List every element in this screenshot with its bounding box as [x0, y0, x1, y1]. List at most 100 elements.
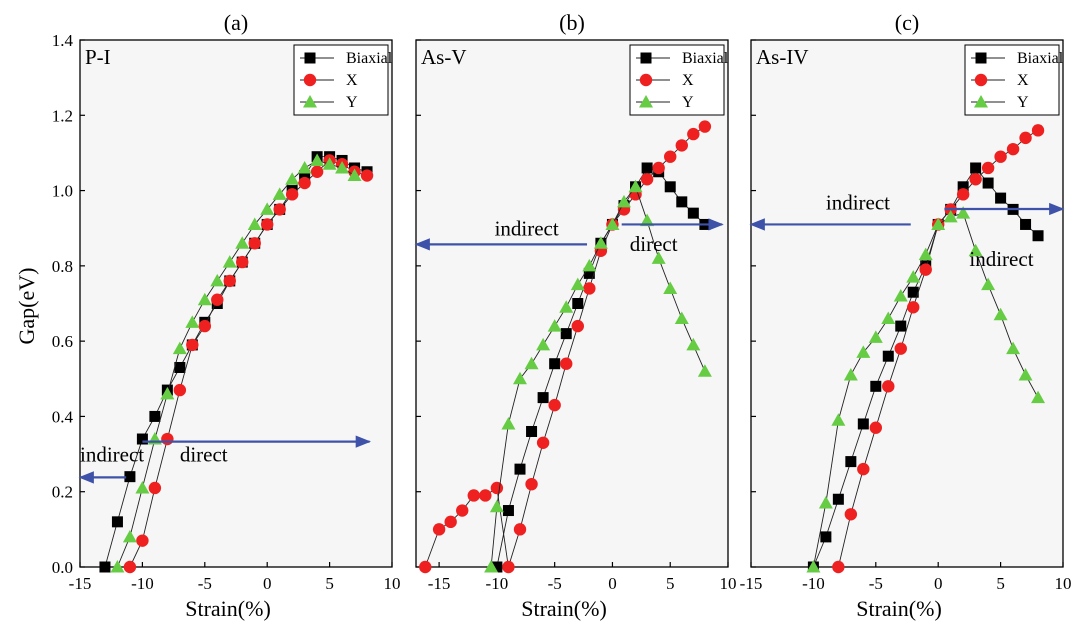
y-point [160, 386, 175, 400]
legend-marker [303, 73, 317, 87]
x-point [479, 489, 492, 502]
x-point [536, 436, 550, 449]
annotation-text: direct [630, 232, 678, 256]
biaxial-point [514, 463, 526, 475]
y-point [1006, 341, 1021, 355]
biaxial-point [572, 298, 584, 309]
biaxial-point [99, 561, 111, 573]
legend-label: Y [346, 94, 358, 111]
x-tick-label: 5 [666, 574, 675, 593]
y-point [818, 496, 833, 509]
annotation-text: direct [180, 443, 228, 467]
biaxial-point [995, 192, 1007, 204]
y-point [651, 251, 666, 264]
panel-c: (c) As-IV -15 -10 -5 0 5 10 Strain(%) indirect ind… [740, 10, 1072, 621]
biaxial-point [957, 181, 969, 193]
y-point [513, 371, 527, 385]
annotation-text: indirect [826, 190, 890, 214]
panel-a: (a) P-I -15 -10 -5 0 5 10 Strain(%) 0.0 0.2 0.4 0.6 0… [52, 10, 401, 621]
y-point [110, 560, 125, 573]
y-point [536, 337, 551, 351]
biaxial-point [687, 207, 699, 219]
legend-label: X [1017, 72, 1029, 89]
y-point [197, 292, 212, 306]
y-point [856, 345, 871, 358]
x-tick-label: 10 [384, 574, 401, 593]
y-point [335, 160, 350, 174]
biaxial-point [676, 196, 688, 208]
y-point [640, 213, 655, 227]
y-point [605, 217, 620, 230]
biaxial-point [882, 350, 894, 362]
material-label: As-V [421, 45, 467, 69]
y-point [663, 281, 678, 294]
y-point [968, 243, 983, 257]
x-point [444, 515, 457, 529]
legend-label: Biaxial [1017, 50, 1064, 67]
x-point [857, 462, 870, 476]
biaxial-point [583, 267, 595, 279]
y-point [617, 194, 631, 208]
x-point [261, 218, 274, 231]
biaxial-point [502, 505, 514, 517]
legend-marker [639, 95, 653, 108]
x-point [310, 165, 324, 178]
legend-marker [304, 52, 316, 64]
x-point [136, 534, 149, 547]
x-tick-label: -10 [131, 574, 154, 593]
y-point [956, 206, 971, 219]
x-point [211, 293, 224, 306]
x-axis-label: Strain(%) [521, 596, 607, 621]
x-point [894, 342, 907, 355]
material-label: P-I [85, 45, 111, 69]
x-point [675, 139, 688, 152]
y-point [310, 153, 325, 166]
x-point [248, 237, 261, 250]
biaxial-point [491, 561, 503, 573]
biaxial-point [820, 531, 832, 543]
y-point [697, 364, 712, 377]
y-point [993, 307, 1008, 321]
legend-marker [974, 95, 988, 108]
biaxial-point [870, 380, 882, 392]
x-tick-label: 0 [263, 574, 272, 593]
y-point [484, 560, 499, 573]
biaxial-point [664, 181, 676, 193]
x-point [832, 560, 845, 574]
panel-title: (c) [895, 10, 919, 35]
x-tick-label: -15 [428, 574, 451, 593]
biaxial-point [560, 328, 572, 340]
plot-area [415, 39, 729, 568]
x-point [969, 173, 982, 186]
x-point [236, 255, 249, 269]
biaxial-point [1020, 218, 1032, 230]
y-point [582, 258, 597, 272]
y-point [918, 247, 933, 261]
y-point [489, 499, 504, 513]
panel-b: (b) As-V -15 -10 -5 0 5 10 Strain(%) indirect dire… [414, 10, 737, 621]
x-point [273, 203, 286, 216]
y-tick-label: 0.2 [52, 483, 73, 502]
y-tick-label: 0.8 [52, 257, 73, 276]
panel-title: (a) [224, 10, 248, 35]
x-point [432, 523, 446, 536]
x-point [513, 523, 527, 536]
y-tick-label: 0.6 [52, 332, 73, 351]
x-point [571, 319, 584, 333]
y-point [806, 560, 821, 573]
x-point [525, 477, 538, 491]
x-point [560, 357, 573, 370]
biaxial-point [641, 162, 653, 174]
x-point [123, 560, 137, 574]
x-tick-label: -10 [802, 574, 825, 593]
y-tick-label: 1.0 [52, 182, 73, 201]
y-point [981, 277, 996, 291]
x-tick-label: 10 [720, 574, 737, 593]
x-point [869, 421, 882, 434]
y-point [322, 157, 337, 170]
legend-marker [975, 52, 987, 64]
y-point [881, 311, 896, 325]
biaxial-point [895, 320, 907, 332]
biaxial-point [124, 471, 136, 483]
x-point [1031, 124, 1045, 137]
